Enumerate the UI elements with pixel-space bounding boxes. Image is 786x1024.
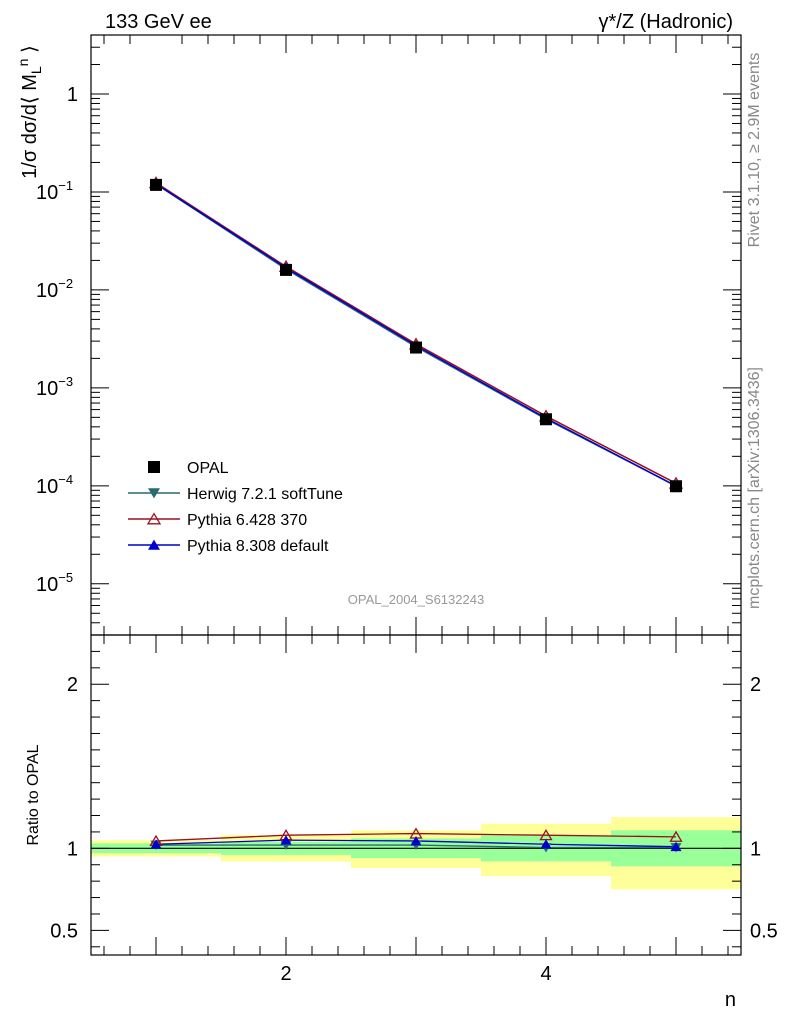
ratio-y-tick-label-left: 2: [67, 674, 78, 696]
main-data-point: [280, 263, 292, 276]
ratio-y-axis-label: Ratio to OPAL: [25, 744, 42, 845]
ratio-data-point: [540, 839, 552, 849]
ratio-data-point: [669, 830, 683, 842]
ratio-panel: 0.5 0.5 1 1 2 2 2 4 Ratio to OPAL n: [25, 634, 778, 1011]
main-series-line: [155, 183, 677, 487]
main-data-point: [150, 178, 162, 191]
legend-label: Pythia 6.428 370: [187, 512, 307, 529]
main-y-tick-label: 10−3: [36, 374, 73, 400]
x-tick-label: 4: [540, 963, 551, 985]
right-title: γ*/Z (Hadronic): [599, 11, 733, 33]
legend-marker: [148, 488, 160, 499]
ratio-data-point: [410, 835, 422, 846]
legend-marker: [146, 512, 162, 525]
ratio-y-tick-label-left: 1: [67, 838, 78, 860]
ratio-frame: [90, 634, 742, 956]
main-y-tick-label: 10−4: [36, 472, 73, 498]
main-y-tick-label: 10−2: [36, 276, 73, 302]
ratio-y-tick-label-left: 0.5: [50, 920, 78, 942]
legend-label: Herwig 7.2.1 softTune: [187, 486, 343, 503]
legend: OPAL Herwig 7.2.1 softTune Pythia 6.428 37…: [128, 460, 343, 555]
ratio-data-point: [150, 839, 162, 849]
main-series-line: [155, 183, 677, 487]
main-data-point: [540, 413, 552, 426]
main-y-tick-label: 1: [67, 84, 78, 106]
ratio-axis-ticks: 0.5 0.5 1 1 2 2 2 4: [50, 635, 778, 985]
main-data-point: [410, 341, 422, 354]
ratio-y-tick-label-right: 0.5: [750, 920, 778, 942]
analysis-watermark: OPAL_2004_S6132243: [348, 592, 484, 607]
ratio-series-line: [155, 832, 677, 842]
mcplots-label: mcplots.cern.ch [arXiv:1306.3436]: [746, 367, 763, 609]
ratio-data-point: [670, 841, 682, 852]
main-data-point: [670, 480, 682, 493]
main-y-tick-label: 10−5: [36, 570, 73, 596]
main-axis-ticks: 1 10−1 10−2 10−3 10−4 10−5: [36, 34, 741, 636]
main-panel: 1 10−1 10−2 10−3 10−4 10−5 OPAL_2004_S6132243…: [15, 34, 742, 636]
ratio-y-tick-label-right: 1: [750, 838, 761, 860]
ratio-series-layer: [149, 827, 683, 853]
main-series-line: [155, 182, 677, 485]
ratio-y-tick-label-right: 2: [750, 674, 761, 696]
left-title: 133 GeV ee: [105, 11, 212, 33]
main-y-axis-label: 1/σ dσ/d⟨ MLn ⟩: [15, 45, 44, 179]
legend-label: OPAL: [187, 460, 229, 477]
x-axis-label: n: [725, 989, 736, 1011]
legend-label: Pythia 8.308 default: [187, 538, 329, 555]
ratio-data-point: [280, 835, 292, 845]
legend-marker: [148, 461, 160, 473]
legend-marker: [148, 539, 160, 550]
rivet-version-label: Rivet 3.1.10, ≥ 2.9M events: [746, 53, 763, 248]
main-series-layer: [148, 176, 684, 493]
main-y-tick-label: 10−1: [36, 178, 73, 204]
x-tick-label: 2: [280, 963, 291, 985]
